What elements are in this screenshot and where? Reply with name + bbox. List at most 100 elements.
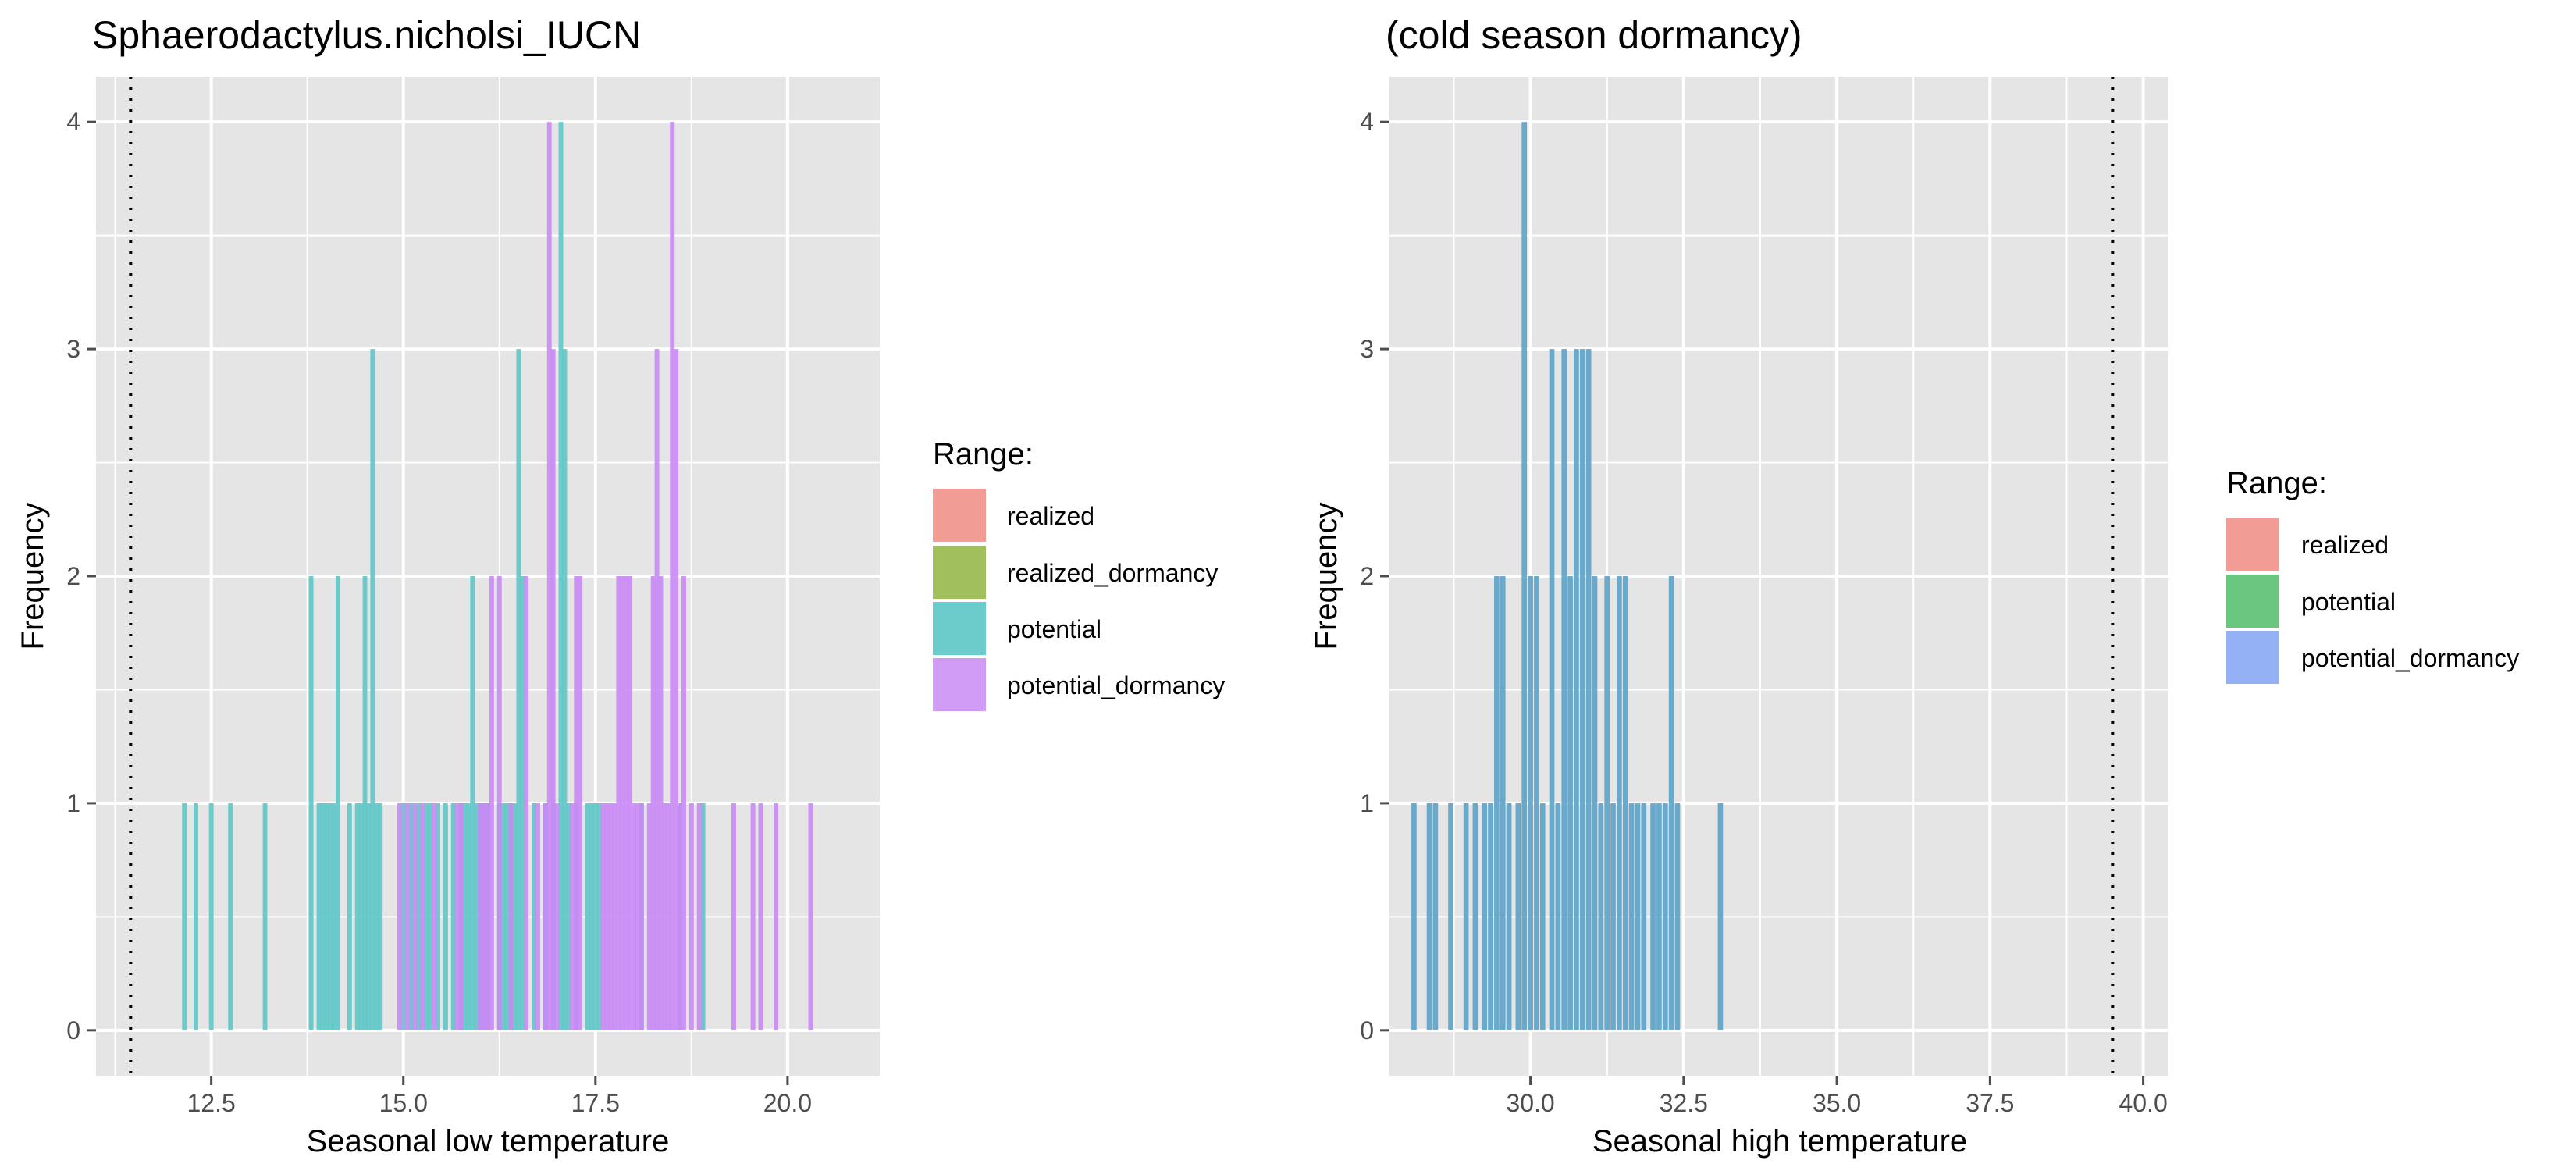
left-x-tick-label: 20.0 (763, 1089, 812, 1117)
left-bar-potential (336, 576, 341, 1030)
left-bar-potential-dormancy (774, 803, 779, 1030)
left-bar-potential-dormancy (420, 803, 425, 1030)
left-x-axis-title: Seasonal low temperature (307, 1124, 670, 1159)
right-legend-key-potential (2226, 575, 2279, 628)
left-bar-potential-dormancy (600, 803, 606, 1030)
right-bar-potential-dormancy (1650, 803, 1656, 1030)
left-bar-potential (532, 803, 537, 1030)
left-bar-potential (700, 803, 706, 1030)
left-bar-potential-dormancy (658, 576, 664, 1030)
left-bar-potential (562, 349, 568, 1030)
right-bar-potential-dormancy (1448, 803, 1453, 1030)
right-legend: Range: realized potential potential_dorm… (2226, 466, 2519, 684)
left-bar-potential (308, 576, 314, 1030)
left-bar-potential-dormancy (554, 803, 560, 1030)
right-legend-label-potential: potential (2301, 588, 2396, 616)
right-bar-potential-dormancy (1539, 803, 1546, 1030)
right-y-tick-label: 4 (1360, 108, 1374, 136)
left-bar-potential (462, 803, 468, 1030)
left-bar-potential (470, 576, 475, 1030)
right-bar-potential-dormancy (1641, 803, 1647, 1030)
right-bar-potential-dormancy (1674, 803, 1681, 1030)
left-bar-potential-dormancy (662, 803, 667, 1030)
left-bar-potential (408, 803, 414, 1030)
right-y-tick-label: 3 (1360, 335, 1374, 363)
left-bar-potential (400, 803, 406, 1030)
right-bar-potential-dormancy (1411, 803, 1417, 1030)
left-bar-potential-dormancy (674, 349, 679, 1030)
right-bar-potential-dormancy (1432, 803, 1439, 1030)
right-legend-label-realized: realized (2301, 531, 2389, 559)
left-bar-potential-dormancy (546, 122, 552, 1030)
right-bar-potential-dormancy (1668, 576, 1674, 1030)
left-legend-label-realized: realized (1007, 502, 1094, 530)
left-bar-potential-dormancy (543, 803, 548, 1030)
left-bar-potential-dormancy (508, 803, 514, 1030)
right-bar-potential-dormancy (1549, 349, 1555, 1030)
left-y-tick-label: 1 (66, 789, 80, 817)
left-bar-potential (354, 803, 360, 1030)
left-bar-potential (316, 803, 322, 1030)
left-bar-potential (558, 122, 564, 1030)
right-bar-potential-dormancy (1561, 349, 1567, 1030)
right-bar-potential-dormancy (1585, 349, 1592, 1030)
left-bar-potential (436, 803, 440, 1030)
right-chart: (cold season dormancy) 30.0 32.5 35.0 37.5 4… (1309, 13, 2519, 1159)
left-bar-potential-dormancy (808, 803, 813, 1030)
left-bar-potential-dormancy (397, 803, 402, 1030)
left-y-tick-label: 4 (66, 108, 80, 136)
right-bar-potential-dormancy (1592, 576, 1598, 1030)
left-bar-potential (466, 803, 471, 1030)
left-chart-title: Sphaerodactylus.nicholsi_IUCN (92, 13, 641, 57)
left-bar-potential (504, 803, 510, 1030)
left-bar-potential (592, 803, 598, 1030)
left-bar-potential-dormancy (750, 803, 756, 1030)
left-x-tick-label: 17.5 (571, 1089, 620, 1117)
left-bar-potential (328, 803, 333, 1030)
left-bar-potential (424, 803, 429, 1030)
left-bar-potential (374, 803, 379, 1030)
left-bars (182, 122, 813, 1030)
right-bar-potential-dormancy (1617, 576, 1622, 1030)
right-chart-title: (cold season dormancy) (1386, 13, 1802, 57)
left-bar-potential-dormancy (616, 576, 621, 1030)
left-bar-potential-dormancy (458, 803, 464, 1030)
left-bar-potential (262, 803, 268, 1030)
left-bar-potential (416, 803, 422, 1030)
left-legend-key-realized (933, 489, 986, 542)
right-bar-potential-dormancy (1534, 576, 1539, 1030)
left-bar-potential-dormancy (496, 576, 502, 1030)
left-legend-key-potential (933, 602, 986, 655)
left-y-tick-label: 0 (66, 1016, 80, 1045)
left-bar-potential (500, 803, 506, 1030)
right-bar-potential-dormancy (1506, 803, 1512, 1030)
left-bar-potential-dormancy (535, 803, 540, 1030)
right-bar-potential-dormancy (1463, 803, 1469, 1030)
left-legend-title: Range: (933, 437, 1034, 472)
left-bar-potential (332, 803, 337, 1030)
left-bar-potential-dormancy (454, 803, 460, 1030)
left-bar-potential-dormancy (404, 803, 410, 1030)
left-bar-potential (520, 576, 525, 1030)
left-bar-potential (182, 803, 187, 1030)
right-bar-potential-dormancy (1628, 803, 1635, 1030)
right-bar-potential-dormancy (1610, 803, 1616, 1030)
right-bar-potential-dormancy (1604, 576, 1610, 1030)
left-bar-potential (370, 349, 375, 1030)
left-bar-potential-dormancy (681, 576, 686, 1030)
left-bar-potential-dormancy (670, 122, 675, 1030)
right-bar-potential-dormancy (1515, 803, 1521, 1030)
right-bars (1411, 122, 1724, 1030)
left-bar-potential-dormancy (574, 576, 579, 1030)
right-bar-potential-dormancy (1488, 803, 1493, 1030)
right-bar-potential-dormancy (1494, 576, 1500, 1030)
left-y-ticks: 0 1 2 3 4 (66, 108, 96, 1045)
left-bar-potential (324, 803, 329, 1030)
left-bar-potential-dormancy (482, 803, 487, 1030)
left-bar-potential-dormancy (486, 803, 490, 1030)
right-bar-potential-dormancy (1635, 803, 1641, 1030)
left-bar-potential-dormancy (666, 803, 671, 1030)
left-bar-potential-dormancy (578, 576, 583, 1030)
right-bar-potential-dormancy (1555, 803, 1561, 1030)
